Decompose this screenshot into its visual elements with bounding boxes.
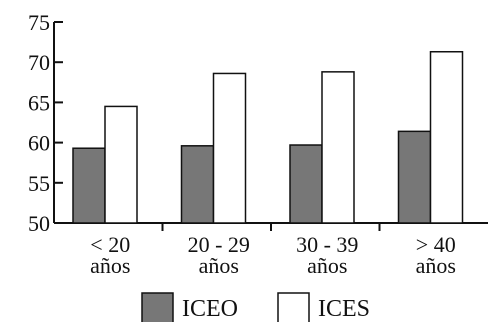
x-category-label: años [90, 253, 130, 278]
y-axis-ticks: 50 55 60 65 70 75 [28, 10, 63, 236]
y-tick-label: 75 [28, 10, 50, 35]
x-category-label: < 20 [90, 232, 130, 257]
bar-iceo-0 [72, 147, 106, 224]
x-category-label: > 40 [416, 232, 456, 257]
bar-iceo-1 [180, 145, 215, 224]
x-category-label: años [199, 253, 239, 278]
y-tick-label: 70 [28, 50, 50, 75]
x-category-label: 30 - 39 [296, 232, 358, 257]
bar-iceo-2 [289, 144, 323, 224]
y-tick-label: 50 [28, 211, 50, 236]
bar-ices-2 [321, 71, 355, 224]
y-tick-label: 65 [28, 90, 50, 115]
y-tick-label: 60 [28, 131, 50, 156]
x-category-label: años [307, 253, 347, 278]
legend: ICEO ICES [141, 292, 370, 322]
bar-ices-1 [212, 72, 247, 224]
bar-ices-3 [429, 50, 464, 224]
y-tick-label: 55 [28, 171, 50, 196]
bar-iceo-3 [397, 130, 432, 224]
bars [72, 50, 464, 224]
legend-label-iceo: ICEO [182, 296, 238, 322]
legend-swatch-iceo [141, 292, 174, 322]
x-category-label: años [416, 253, 456, 278]
legend-label-ices: ICES [318, 296, 370, 322]
bar-ices-0 [104, 105, 138, 224]
x-category-label: 20 - 29 [188, 232, 250, 257]
legend-swatch-ices [277, 292, 310, 322]
